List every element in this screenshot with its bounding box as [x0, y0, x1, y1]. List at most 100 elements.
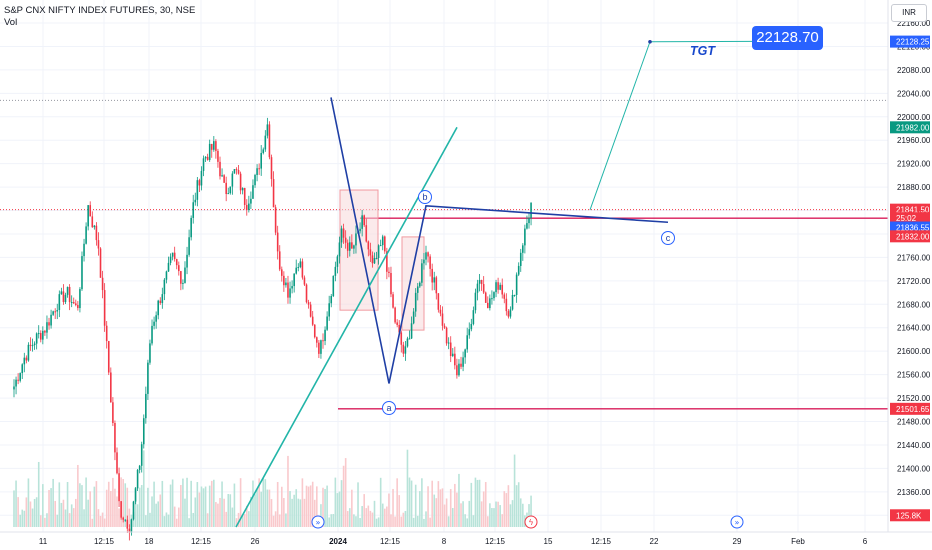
volume-bar [394, 516, 396, 527]
candle-body [44, 330, 46, 333]
candle-body [318, 342, 320, 354]
candle-body [260, 152, 262, 169]
abc-pattern-line [330, 97, 669, 384]
candle-body [254, 175, 256, 186]
candle-body [445, 327, 448, 344]
volume-bar [513, 454, 516, 527]
volume-bar [138, 487, 141, 527]
price-axis[interactable]: 21320.0021360.0021400.0021440.0021480.00… [887, 0, 931, 532]
candle-body [256, 168, 258, 176]
volume-bar [359, 518, 361, 527]
price-badge-text: 125.8K [896, 511, 922, 520]
candle-body [64, 294, 67, 303]
candle-body [278, 251, 281, 270]
x-tick-label: 12:15 [591, 537, 612, 546]
candle-body [501, 284, 504, 295]
volume-bar [369, 510, 372, 527]
wave-label-circle [418, 190, 432, 204]
volume-bar [400, 516, 403, 527]
candle-body [239, 173, 242, 191]
volume-legend[interactable]: Vol [4, 17, 18, 28]
candle-body [454, 353, 456, 366]
candle-body [303, 277, 306, 285]
volume-bar [419, 491, 421, 527]
candle-body [416, 286, 419, 293]
candle-body [215, 141, 217, 151]
candle-body [390, 273, 392, 295]
candle-body [276, 232, 279, 252]
volume-bar [23, 510, 26, 527]
symbol-title[interactable]: S&P CNX NIFTY INDEX FUTURES, 30, NSE [4, 5, 196, 16]
volume-bar [25, 497, 28, 527]
candle-body [355, 233, 357, 246]
candle-body [524, 228, 526, 246]
candle-body [204, 156, 207, 159]
volume-bar [231, 507, 234, 527]
volume-bar [163, 516, 166, 527]
candle-body [307, 302, 310, 305]
currency-button[interactable]: INR [891, 4, 927, 22]
candle-body [367, 241, 370, 250]
volume-bar [17, 497, 19, 527]
zone-rectangle [339, 189, 379, 311]
volume-bar [227, 493, 230, 527]
x-tick-label: 12:15 [191, 537, 212, 546]
volume-bar [468, 500, 471, 527]
volume-bar [509, 504, 512, 527]
volume-bar [35, 497, 38, 527]
candle-body [264, 135, 267, 150]
candle-body [287, 282, 289, 298]
volume-bar [192, 512, 195, 527]
y-tick-label: 21720.00 [897, 277, 931, 286]
time-axis[interactable]: 11 12:15 18 12:15 26 2024 12:15 8 12:15 15 12:15 22… [0, 531, 932, 546]
volume-bar [213, 479, 215, 527]
candle-body [25, 357, 28, 361]
volume-bar [404, 510, 407, 527]
candle-body [250, 198, 252, 204]
volume-bar [105, 489, 108, 527]
candle-body [283, 275, 285, 286]
candle-body [266, 124, 269, 136]
candle-body [406, 338, 409, 347]
volume-bar [373, 500, 376, 527]
candle-body [118, 473, 120, 502]
candle-body [68, 286, 71, 303]
volume-bar [353, 514, 355, 527]
candle-body [394, 307, 396, 323]
volume-bar [472, 515, 475, 527]
volume-bar [37, 461, 40, 527]
candle-body [87, 205, 89, 227]
volume-bar [112, 477, 114, 527]
target-price-label[interactable]: 22128.70 [752, 26, 823, 50]
candle-body [495, 282, 497, 293]
candle-body [295, 267, 298, 274]
volume-bar [324, 488, 326, 527]
candle-body [112, 402, 114, 424]
candle-body [103, 290, 106, 326]
volume-bar [215, 502, 217, 527]
candle-body [499, 284, 501, 290]
x-tick-label: Feb [791, 537, 805, 546]
event-markers[interactable]: » ϟ » [311, 515, 744, 529]
candle-body [371, 255, 374, 264]
volume-bar [388, 493, 390, 527]
volume-bar [239, 478, 242, 527]
candle-body [200, 170, 203, 186]
candle-body [441, 313, 444, 326]
volume-bar [283, 498, 285, 527]
volume-bar [91, 518, 94, 527]
volume-bar [511, 500, 514, 527]
volume-bar [515, 485, 518, 527]
candle-body [33, 343, 36, 346]
volume-bar [303, 498, 306, 527]
volume-bar [489, 503, 491, 527]
price-badge [890, 509, 930, 522]
price-badges: 22128.2521982.0021841.5025:0221836.55218… [890, 35, 930, 522]
volume-bar [155, 503, 157, 527]
volume-bar [285, 513, 287, 527]
candle-body [217, 150, 219, 162]
volume-bar [363, 494, 365, 527]
volume-bar [153, 481, 155, 527]
candle-body [93, 225, 96, 228]
